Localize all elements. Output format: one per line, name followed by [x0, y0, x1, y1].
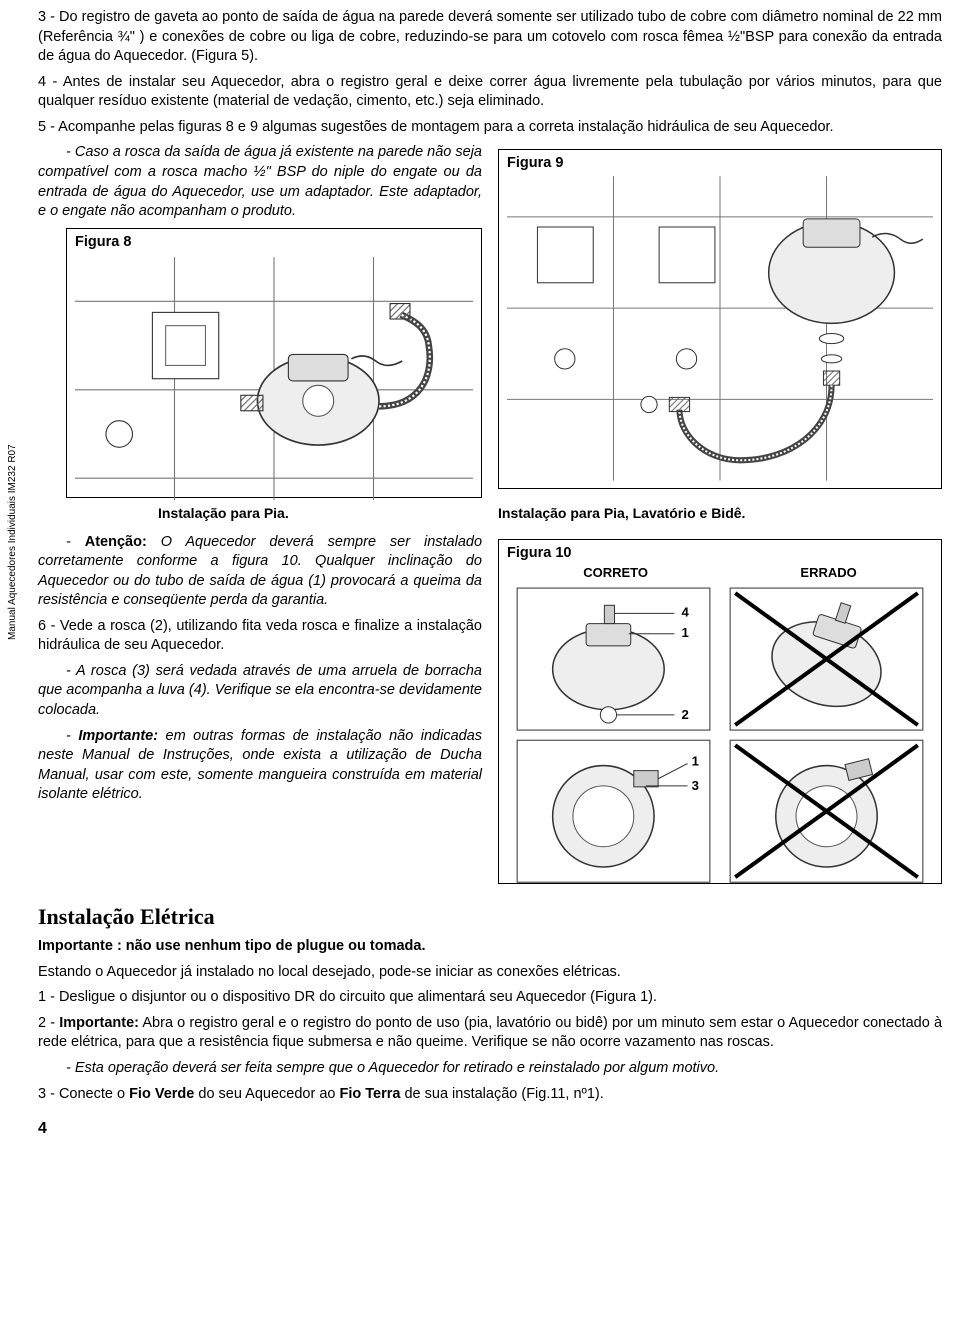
svg-text:3: 3 — [692, 778, 699, 793]
el-p3-a: 3 - Conecte o — [38, 1086, 129, 1102]
el-p3-c: do seu Aquecedor ao — [198, 1086, 339, 1102]
el-note: - Esta operação deverá ser feita sempre … — [38, 1059, 942, 1079]
page-number: 4 — [38, 1118, 942, 1140]
dash: - — [66, 534, 85, 550]
para-5: 5 - Acompanhe pelas figuras 8 e 9 alguma… — [38, 118, 942, 138]
svg-text:4: 4 — [681, 605, 689, 620]
figure-9-box: Figura 9 — [498, 149, 942, 489]
para-3: 3 - Do registro de gaveta ao ponto de sa… — [38, 8, 942, 67]
el-p2-rest: Abra o registro geral e o registro do po… — [38, 1015, 942, 1051]
note-dash: - — [66, 144, 71, 160]
figure-10-box: Figura 10 CORRETO ERRADO 4 1 2 — [498, 539, 942, 884]
el-p3-b: Fio Verde — [129, 1086, 194, 1102]
figure-10-illustration: 4 1 2 1 — [507, 583, 933, 887]
svg-text:1: 1 — [681, 625, 688, 640]
figure-8-label: Figura 8 — [75, 233, 135, 253]
el-para-2: 2 - Importante: Abra o registro geral e … — [38, 1014, 942, 1053]
note-important: - Importante: em outras formas de instal… — [38, 727, 482, 805]
svg-text:2: 2 — [681, 707, 688, 722]
important-bold: Importante: — [78, 728, 158, 744]
el-p2-bold: Importante: — [59, 1015, 139, 1031]
figure-9-caption: Instalação para Pia, Lavatório e Bidê. — [498, 504, 942, 523]
el-para-0: Estando o Aquecedor já instalado no loca… — [38, 963, 942, 983]
figure-9-illustration — [507, 156, 933, 481]
note-adapter: - Caso a rosca da saída de água já exist… — [38, 143, 482, 221]
figure-8-illustration — [75, 235, 473, 500]
note-thread3: - A rosca (3) será vedada através de uma… — [38, 662, 482, 721]
attention-bold: Atenção: — [85, 534, 147, 550]
figure-10-label: Figura 10 — [507, 544, 575, 564]
el-para-3: 3 - Conecte o Fio Verde do seu Aquecedor… — [38, 1085, 942, 1105]
dash: - — [66, 728, 78, 744]
el-para-1: 1 - Desligue o disjuntor ou o dispositiv… — [38, 988, 942, 1008]
el-p3-e: de sua instalação (Fig.11, nº1). — [404, 1086, 603, 1102]
el-p3-d: Fio Terra — [339, 1086, 400, 1102]
para-6: 6 - Vede a rosca (2), utilizando fita ve… — [38, 617, 482, 656]
figure-8-box: Figura 8 — [66, 228, 482, 498]
svg-text:1: 1 — [692, 754, 699, 769]
note-attention: - Atenção: O Aquecedor deverá sempre ser… — [38, 533, 482, 611]
fig10-correct-label: CORRETO — [583, 564, 648, 582]
note-adapter-text: Caso a rosca da saída de água já existen… — [38, 144, 482, 219]
fig10-wrong-label: ERRADO — [800, 564, 856, 582]
figure-8-caption: Instalação para Pia. — [158, 504, 482, 523]
el-p2-lead: 2 - — [38, 1015, 59, 1031]
section-sub-important: Importante : não use nenhum tipo de plug… — [38, 937, 942, 957]
section-title-electric: Instalação Elétrica — [38, 902, 942, 932]
side-doc-id: Manual Aquecedores Individuais IM232 R07 — [6, 444, 20, 640]
figure-9-label: Figura 9 — [507, 154, 567, 174]
para-4: 4 - Antes de instalar seu Aquecedor, abr… — [38, 73, 942, 112]
